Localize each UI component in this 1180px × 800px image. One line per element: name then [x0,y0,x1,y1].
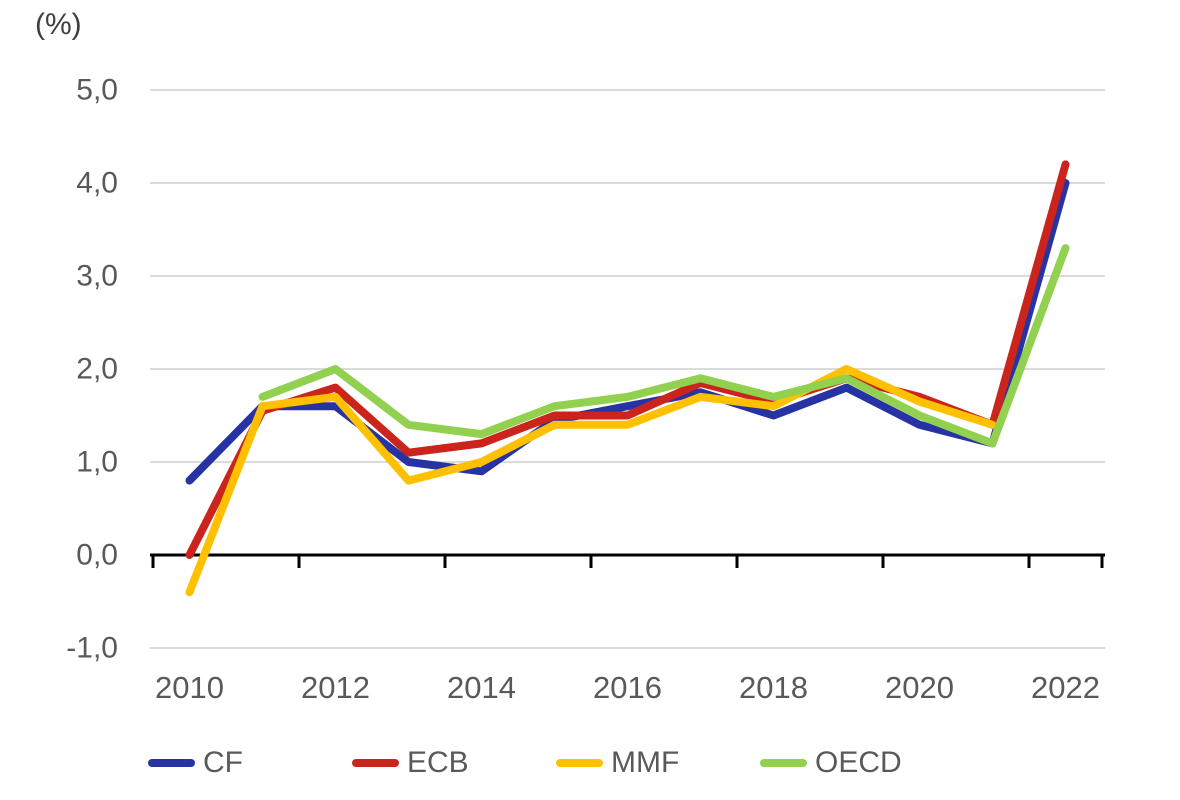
mmf-line-swatch [556,759,603,767]
legend-label-mmf: MMF [611,746,680,779]
mmf-series-line [185,365,997,597]
x-tick-label: 2010 [155,670,224,705]
legend-item-cf: CF [148,748,352,778]
legend-label-cf: CF [203,746,243,779]
y-tick-label: 3,0 [76,260,118,293]
oecd-line-swatch [760,759,807,767]
x-tick-label: 2018 [739,670,808,705]
y-tick-label: 0,0 [76,539,118,572]
x-tick-label: 2014 [447,670,516,705]
cf-line-swatch [148,759,195,767]
x-tick-label: 2020 [885,670,954,705]
x-tick-label: 2022 [1031,670,1100,705]
y-tick-label: 2,0 [76,353,118,386]
legend-item-ecb: ECB [352,748,556,778]
y-tick-label: 1,0 [76,446,118,479]
legend-label-ecb: ECB [407,746,469,779]
cf-series-line [185,179,1070,485]
legend-item-oecd: OECD [760,748,964,778]
x-tick-label: 2016 [593,670,662,705]
y-tick-label: 5,0 [76,74,118,107]
x-tick-label: 2012 [301,670,370,705]
legend-item-mmf: MMF [556,748,760,778]
oecd-series-line [258,244,1070,448]
ecb-line-swatch [352,759,399,767]
chart-legend: CF ECB MMF OECD [148,748,964,778]
y-axis-unit-label: (%) [35,8,82,41]
y-tick-label: -1,0 [66,632,118,665]
y-tick-label: 4,0 [76,167,118,200]
legend-label-oecd: OECD [815,746,902,779]
ecb-series-line [185,160,1070,559]
